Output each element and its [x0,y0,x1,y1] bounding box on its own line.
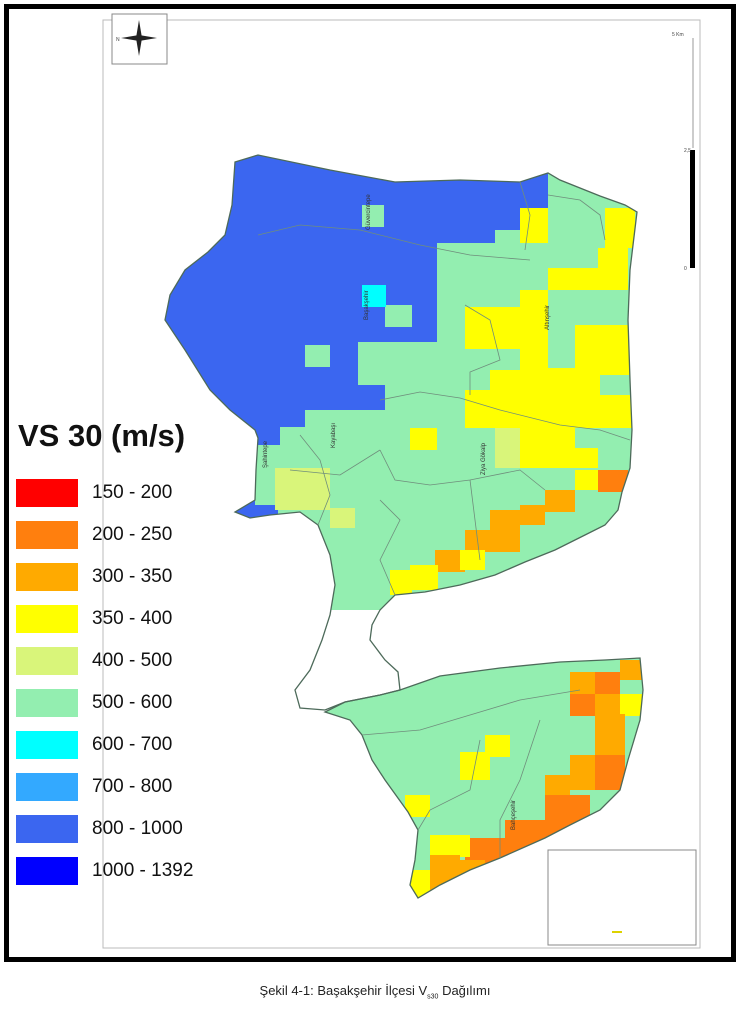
legend-label: 200 - 250 [92,524,173,545]
legend-swatch [16,563,78,591]
legend-item: 1000 - 1392 [16,850,256,892]
legend-label: 300 - 350 [92,566,173,587]
legend-item: 500 - 600 [16,682,256,724]
legend-swatch [16,815,78,843]
legend-label: 1000 - 1392 [92,860,194,881]
north-district-outline [164,154,638,711]
place-label-bahcesehir: Bahçeşehir [511,800,517,830]
scale-label-2-5: 2,5 [684,148,691,154]
place-label-kayabasi: Kayabaşı [331,423,337,448]
scale-label-0: 0 [684,266,687,272]
legend-item: 600 - 700 [16,724,256,766]
compass-north-label: N [116,37,120,43]
place-label-ziya-gokalp: Ziya Gökalp [481,442,487,475]
legend-swatch [16,479,78,507]
neighbourhood-boundaries [257,181,631,858]
scale-bar: 0 2,5 5 Km [672,32,695,272]
figure-caption: Şekil 4-1: Başakşehir İlçesi Vs30 Dağılı… [0,983,750,1001]
legend-label: 400 - 500 [92,650,173,671]
legend-label: 700 - 800 [92,776,173,797]
scale-label-5-km: 5 Km [672,32,684,38]
legend-item: 150 - 200 [16,472,256,514]
legend-swatch [16,647,78,675]
legend-item: 350 - 400 [16,598,256,640]
caption-prefix: Şekil 4-1: Başakşehir İlçesi V [259,983,428,998]
legend-label: 600 - 700 [92,734,173,755]
caption-suffix: Dağılımı [438,983,491,998]
inset-map-box [547,849,697,946]
legend-swatch [16,521,78,549]
legend-item: 400 - 500 [16,640,256,682]
legend-swatch [16,857,78,885]
legend-swatch [16,731,78,759]
legend-swatch [16,773,78,801]
caption-subscript: s30 [427,993,439,1001]
legend-item: 700 - 800 [16,766,256,808]
legend-rows: 150 - 200 200 - 250 300 - 350 350 - 400 400 … [16,472,256,892]
map-neatline [102,19,701,949]
north-arrow-icon: N [111,13,168,65]
legend-item: 300 - 350 [16,556,256,598]
legend: VS 30 (m/s) 150 - 200 200 - 250 300 - 350 3… [16,418,256,892]
legend-label: 150 - 200 [92,482,173,503]
legend-label: 350 - 400 [92,608,173,629]
place-label-altinsehir: Altınşehir [545,305,551,330]
legend-swatch [16,689,78,717]
place-label-guvercintepe: Güvercintepe [366,194,372,230]
legend-label: 800 - 1000 [92,818,183,839]
legend-item: 200 - 250 [16,514,256,556]
legend-swatch [16,605,78,633]
place-label-sahintepe: Şahintepe [263,440,269,468]
north-district-raster [165,155,637,610]
legend-title: VS 30 (m/s) [18,418,186,453]
legend-label: 500 - 600 [92,692,173,713]
legend-item: 800 - 1000 [16,808,256,850]
south-district-outline [323,657,644,899]
place-label-basaksehir: Başakşehir [364,290,370,320]
